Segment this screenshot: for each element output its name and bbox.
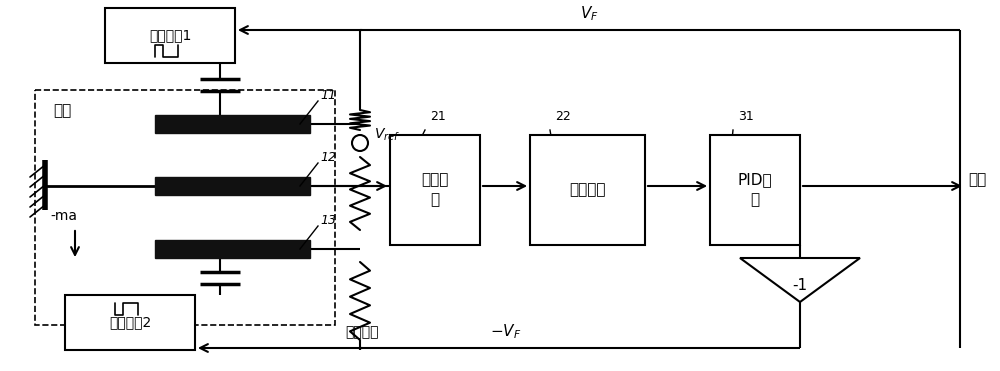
Bar [155,115,310,133]
Polygon shape [740,258,860,302]
Text: 相敏解调: 相敏解调 [569,183,606,197]
Text: -ma: -ma [50,209,77,223]
Bar [35,90,335,325]
Text: 激励信号2: 激励信号2 [109,315,151,329]
Text: $V_F$: $V_F$ [580,4,599,23]
Text: -1: -1 [792,278,808,292]
Text: 22: 22 [555,110,571,123]
Bar [530,135,645,245]
Text: 12: 12 [320,151,336,164]
Text: $V_{ref}$: $V_{ref}$ [374,127,400,144]
Text: 电荷放
大: 电荷放 大 [421,173,449,207]
Text: 21: 21 [430,110,446,123]
Bar [155,240,310,258]
Bar [65,295,195,350]
Text: $-V_F$: $-V_F$ [490,322,521,341]
Text: 13: 13 [320,214,336,227]
Text: 反馈电压: 反馈电压 [345,325,378,339]
Text: 输出: 输出 [968,172,986,187]
Text: 激励信号1: 激励信号1 [149,29,191,43]
Bar [390,135,480,245]
Bar [105,8,235,63]
Text: 表头: 表头 [53,103,71,118]
Text: 31: 31 [738,110,754,123]
Text: PID控
制: PID控 制 [738,173,772,207]
Bar [710,135,800,245]
Bar [155,177,310,195]
Text: 11: 11 [320,89,336,102]
